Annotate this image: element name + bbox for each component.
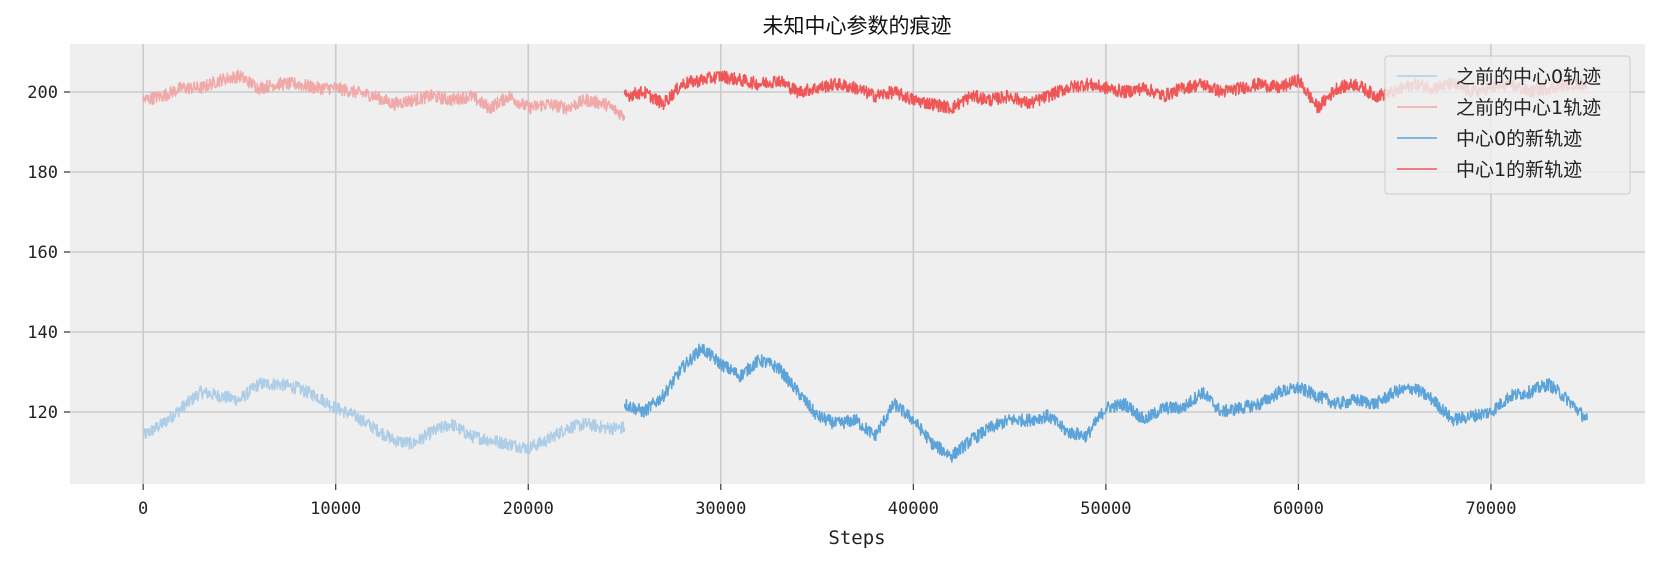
x-tick-label: 70000 [1465, 499, 1516, 519]
x-tick-label: 0 [138, 499, 148, 519]
y-tick-label: 120 [27, 403, 58, 423]
y-tick-label: 200 [27, 83, 58, 103]
series-line-1 [142, 69, 626, 122]
legend-box [1384, 55, 1631, 195]
x-tick-label: 20000 [503, 499, 554, 519]
series-line-2 [623, 343, 1588, 463]
chart-title: 未知中心参数的痕迹 [763, 14, 952, 38]
x-tick-label: 50000 [1080, 499, 1131, 519]
x-axis-title: Steps [828, 527, 885, 549]
y-tick-label: 160 [27, 243, 58, 263]
tick-labels: 0 10000 20000 30000 40000 50000 60000 70000 120 1… [27, 83, 1516, 519]
x-tick-label: 40000 [888, 499, 939, 519]
legend-label-0: 之前的中心0轨迹 [1456, 66, 1601, 88]
legend-label-2: 中心0的新轨迹 [1456, 128, 1582, 150]
series-line-0 [142, 377, 626, 455]
y-tick-label: 140 [27, 323, 58, 343]
y-tick-label: 180 [27, 163, 58, 183]
legend-label-1: 之前的中心1轨迹 [1456, 97, 1601, 119]
x-tick-label: 60000 [1273, 499, 1324, 519]
x-tick-label: 30000 [695, 499, 746, 519]
legend-label-3: 中心1的新轨迹 [1456, 159, 1582, 181]
x-tick-label: 10000 [310, 499, 361, 519]
